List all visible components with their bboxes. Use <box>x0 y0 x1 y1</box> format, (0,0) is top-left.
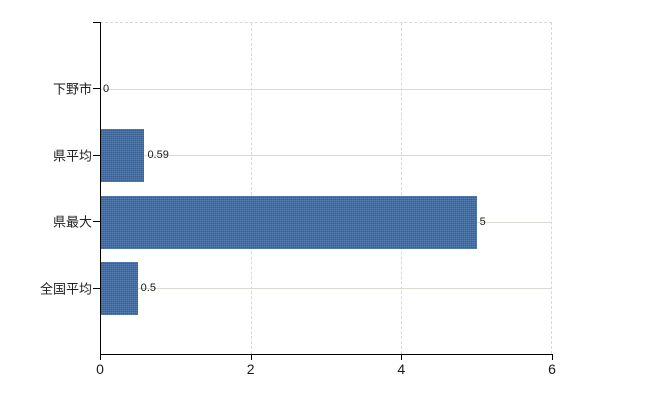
category-label-県平均: 県平均 <box>52 148 92 164</box>
x-axis-label: 4 <box>397 361 406 377</box>
x-axis-tick <box>401 355 403 360</box>
plot-area: 0 0.59 5 0.5 <box>100 22 552 354</box>
data-label: 0.5 <box>140 282 156 295</box>
category-label-県最大: 県最大 <box>52 214 92 230</box>
x-axis-tick <box>552 355 553 360</box>
category-label-全国平均: 全国平均 <box>39 281 92 297</box>
y-axis-end-tick <box>93 22 100 23</box>
x-axis-tick <box>250 355 252 360</box>
y-axis-line <box>100 22 101 355</box>
y-axis-tick <box>93 287 100 289</box>
y-axis-tick <box>93 154 100 156</box>
data-label: 0.59 <box>147 149 169 162</box>
category-gridline <box>100 88 551 90</box>
x-axis-label: 6 <box>548 361 556 377</box>
x-axis-label: 2 <box>246 361 255 377</box>
vertical-gridline <box>250 23 252 354</box>
x-axis-label: 0 <box>96 361 104 377</box>
y-axis-tick <box>93 221 100 223</box>
bar-県最大 <box>100 195 477 249</box>
category-label-下野市: 下野市 <box>52 81 92 97</box>
bar-県平均 <box>100 129 145 183</box>
category-gridline <box>100 155 551 157</box>
vertical-gridline <box>401 23 403 354</box>
category-gridline <box>100 288 551 290</box>
data-label: 0 <box>103 82 110 95</box>
y-axis-tick <box>93 88 100 90</box>
x-axis-line <box>100 354 553 355</box>
x-axis-tick <box>100 355 101 360</box>
data-label: 5 <box>479 215 486 228</box>
bar-全国平均 <box>100 262 138 316</box>
